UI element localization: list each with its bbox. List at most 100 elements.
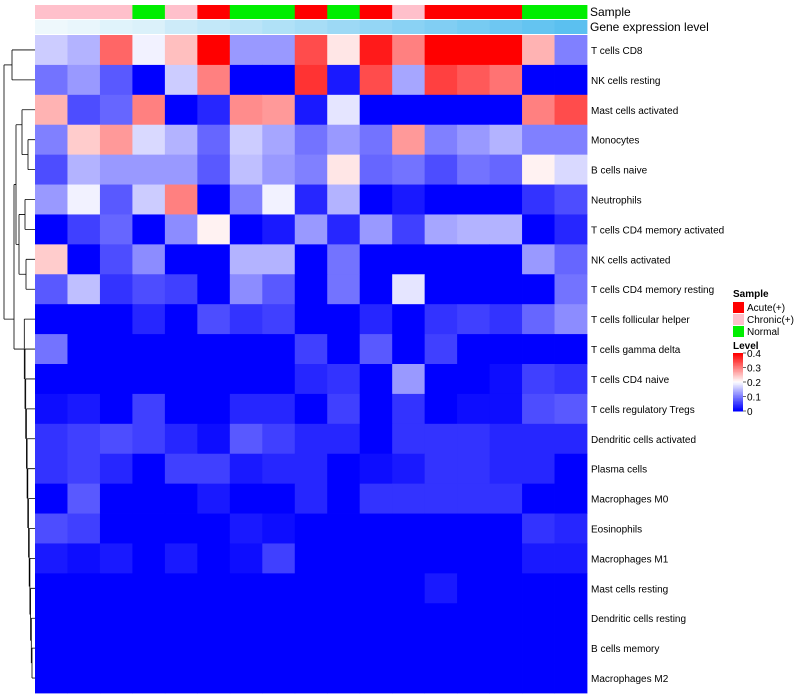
heatmap-cell — [392, 513, 426, 544]
row-label: T cells CD4 memory resting — [591, 285, 714, 296]
legend-level-gradient-step — [733, 364, 743, 367]
heatmap-cell — [99, 64, 133, 96]
heatmap-cell — [35, 184, 68, 215]
heatmap-cell — [99, 423, 133, 455]
heatmap-cell — [392, 603, 426, 634]
heatmap-cell — [359, 393, 393, 425]
heatmap-cell — [229, 334, 263, 365]
heatmap-cell — [132, 184, 166, 215]
heatmap-cell — [164, 364, 198, 395]
heatmap-cell — [327, 543, 361, 574]
heatmap-cell — [424, 244, 458, 275]
heatmap-cell — [424, 663, 458, 694]
heatmap-cell — [262, 513, 296, 544]
heatmap-cell — [489, 603, 523, 634]
sample-annotation-cell — [522, 5, 555, 19]
legend-level-gradient-step — [733, 390, 743, 393]
heatmap-cell — [164, 214, 198, 245]
row-label: Macrophages M2 — [591, 674, 669, 685]
dendrogram-branch — [28, 528, 35, 587]
heatmap-cell — [67, 543, 101, 574]
heatmap-cell — [392, 334, 426, 365]
heatmap-cell — [262, 453, 296, 485]
heatmap-cell — [67, 214, 101, 245]
sample-annotation-label: Sample — [590, 5, 631, 19]
heatmap-cell — [522, 214, 555, 245]
gene-level-annotation-cell — [164, 20, 198, 34]
legend-level-gradient-step — [733, 379, 743, 382]
heatmap-cell — [197, 214, 231, 245]
heatmap-cell — [489, 274, 523, 305]
heatmap-cell — [424, 154, 458, 185]
heatmap-cell — [294, 663, 328, 694]
heatmap-cell — [359, 35, 393, 66]
heatmap-cell — [229, 364, 263, 395]
legend-level-gradient-step — [733, 357, 743, 360]
legend-sample-swatch — [733, 326, 744, 337]
heatmap-cell — [359, 214, 393, 245]
heatmap-cell — [197, 393, 231, 425]
heatmap-cell — [359, 274, 393, 305]
heatmap-cell — [99, 513, 133, 544]
legend-level-tick-label: 0 — [747, 407, 753, 418]
heatmap-cell — [164, 393, 198, 425]
heatmap-cell — [457, 244, 490, 275]
heatmap-cell — [457, 214, 490, 245]
heatmap-cell — [132, 543, 166, 574]
row-label: NK cells resting — [591, 76, 660, 87]
heatmap-cell — [67, 633, 101, 664]
heatmap-cell — [164, 244, 198, 275]
heatmap-cell — [262, 423, 296, 455]
heatmap-cell — [132, 573, 166, 604]
heatmap-cell — [457, 274, 490, 305]
heatmap-cell — [424, 214, 458, 245]
legend-level-gradient-step — [733, 373, 743, 376]
heatmap-cell — [522, 633, 555, 664]
heatmap-cell — [99, 663, 133, 694]
legend-level-tick-label: 0.4 — [747, 349, 761, 360]
heatmap-cell — [132, 423, 166, 455]
sample-annotation-cell — [457, 5, 490, 19]
sample-annotation-cell — [392, 5, 426, 19]
heatmap-cell — [359, 364, 393, 395]
heatmap-cell — [554, 393, 588, 425]
heatmap-cell — [359, 603, 393, 634]
heatmap-cell — [262, 35, 296, 66]
heatmap-cell — [554, 304, 588, 335]
heatmap-cell — [67, 663, 101, 694]
dendrogram-branch — [25, 258, 35, 290]
heatmap-cell — [554, 214, 588, 245]
gene-level-annotation-cell — [392, 20, 426, 34]
legend-level-gradient-step — [733, 393, 743, 396]
heatmap-cell — [67, 334, 101, 365]
heatmap-cell — [294, 364, 328, 395]
row-label: Plasma cells — [591, 465, 647, 476]
heatmap-cell — [99, 573, 133, 604]
heatmap-cell — [229, 633, 263, 664]
heatmap-cell — [67, 483, 101, 514]
heatmap-cell — [35, 453, 68, 485]
heatmap-cell — [294, 483, 328, 514]
heatmap-cell — [132, 214, 166, 245]
dendrogram-branch — [25, 378, 35, 439]
heatmap-cell — [229, 543, 263, 574]
heatmap-cell — [164, 423, 198, 455]
heatmap-cell — [359, 663, 393, 694]
heatmap-cell — [424, 543, 458, 574]
legend-level-gradient-step — [733, 358, 743, 361]
dendrogram-branch — [26, 438, 35, 499]
row-label: Eosinophils — [591, 525, 642, 536]
heatmap-cell — [457, 35, 490, 66]
heatmap-cell — [164, 64, 198, 96]
heatmap-cell — [132, 453, 166, 485]
heatmap-cell — [554, 423, 588, 455]
heatmap-cell — [35, 663, 68, 694]
heatmap-cell — [197, 334, 231, 365]
heatmap-cell — [35, 603, 68, 634]
heatmap-cell — [132, 483, 166, 514]
heatmap-cell — [359, 423, 393, 455]
sample-annotation-cell — [35, 5, 68, 19]
row-label: Dendritic cells activated — [591, 435, 696, 446]
legend-level-gradient-step — [733, 403, 743, 406]
heatmap-cell — [67, 603, 101, 634]
